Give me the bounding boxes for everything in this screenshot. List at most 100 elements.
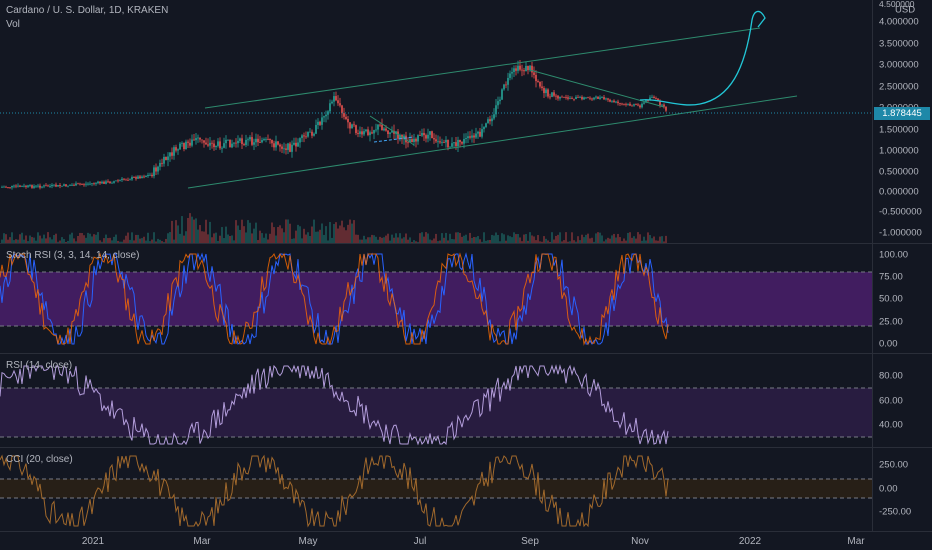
volume-label[interactable]: Vol [6, 19, 20, 30]
cci-pane[interactable]: CCI (20, close) 250.00 0.00 -250.00 [0, 448, 932, 531]
candle [141, 176, 143, 179]
volume-bar [407, 239, 409, 243]
candle [515, 68, 517, 71]
stoch-rsi-pane[interactable]: Stoch RSI (3, 3, 14, 14, close) 100.00 75… [0, 244, 932, 353]
price-axis[interactable]: 4.500000 USD 4.000000 3.500000 3.000000 2.5… [872, 0, 932, 243]
candle [311, 131, 313, 136]
price-chart-area[interactable]: Cardano / U. S. Dollar, 1D, KRAKEN Vol [0, 0, 872, 243]
rsi-label[interactable]: RSI (14, close) [6, 360, 73, 371]
candle [487, 119, 489, 124]
volume-bar [53, 235, 55, 243]
time-axis[interactable]: 2021 Mar May Jul Sep Nov 2022 Mar [0, 532, 932, 550]
candle [613, 100, 615, 103]
candle [421, 132, 423, 136]
volume-bar [35, 240, 37, 243]
candle [403, 135, 405, 140]
upper-channel-line[interactable] [204, 27, 761, 109]
volume-bar [599, 232, 601, 243]
volume-bar [187, 217, 189, 243]
price-chart-svg [0, 10, 872, 243]
candle [85, 183, 87, 185]
candle [511, 72, 513, 74]
wedge-base-line[interactable] [373, 136, 415, 143]
volume-bar [543, 236, 545, 243]
volume-bar [451, 239, 453, 243]
volume-bar [461, 236, 463, 243]
candle [33, 186, 35, 188]
pane-divider[interactable] [0, 353, 932, 354]
projection-curve[interactable] [639, 10, 766, 106]
falling-trend-line[interactable] [529, 69, 665, 108]
candle [151, 174, 153, 177]
lower-channel-line[interactable] [187, 95, 798, 189]
cci-area[interactable]: CCI (20, close) [0, 448, 872, 531]
pane-divider[interactable] [0, 243, 932, 244]
candle [121, 178, 123, 180]
volume-bar [491, 234, 493, 243]
rsi-area[interactable]: RSI (14, close) [0, 354, 872, 447]
volume-bar [399, 233, 401, 243]
rsi-svg [0, 364, 872, 446]
volume-bar [561, 241, 563, 243]
volume-bar [575, 241, 577, 243]
candle [5, 186, 7, 188]
candle [9, 187, 11, 189]
candle [573, 98, 575, 100]
volume-bar [75, 241, 77, 243]
candle [315, 124, 317, 134]
volume-bar [129, 239, 131, 243]
volume-bar [65, 241, 67, 243]
symbol-title[interactable]: Cardano / U. S. Dollar, 1D, KRAKEN [6, 5, 169, 16]
candle [357, 133, 359, 134]
candle [453, 142, 455, 144]
candle [185, 141, 187, 150]
volume-bar [57, 241, 59, 243]
volume-bar [363, 235, 365, 243]
volume-bar [455, 232, 457, 243]
candle [297, 142, 299, 147]
candle [583, 97, 585, 100]
stoch-rsi-axis[interactable]: 100.00 75.00 50.00 25.00 0.00 [872, 244, 932, 353]
volume-bar [527, 240, 529, 243]
candle [541, 86, 543, 89]
volume-bar [293, 238, 295, 243]
cci-axis[interactable]: 250.00 0.00 -250.00 [872, 448, 932, 531]
volume-bar [319, 229, 321, 243]
candle [367, 129, 369, 136]
volume-bar [429, 239, 431, 243]
candle [439, 141, 441, 143]
volume-bar [359, 239, 361, 243]
pane-divider[interactable] [0, 447, 932, 448]
volume-bar [243, 226, 245, 243]
volume-bar [253, 228, 255, 243]
candle [327, 111, 329, 115]
volume-bar [501, 233, 503, 243]
price-pane[interactable]: Cardano / U. S. Dollar, 1D, KRAKEN Vol 4… [0, 0, 932, 243]
candle [345, 116, 347, 120]
volume-bar [39, 235, 41, 243]
rsi-pane[interactable]: RSI (14, close) 80.00 60.00 40.00 [0, 354, 932, 447]
volume-bar [465, 234, 467, 243]
candle [665, 106, 667, 111]
wedge-line[interactable] [369, 115, 415, 146]
candle [3, 186, 5, 188]
candle [587, 97, 589, 99]
candle [427, 134, 429, 139]
candle [155, 167, 157, 172]
stoch-rsi-area[interactable]: Stoch RSI (3, 3, 14, 14, close) [0, 244, 872, 353]
candle [19, 185, 21, 187]
volume-bar [511, 237, 513, 243]
time-axis-label: Sep [521, 536, 539, 547]
candle [623, 103, 625, 105]
volume-bar [483, 232, 485, 243]
volume-bar [79, 232, 81, 243]
volume-bar [615, 237, 617, 243]
candle [359, 131, 361, 134]
rsi-axis[interactable]: 80.00 60.00 40.00 [872, 354, 932, 447]
stoch-rsi-label[interactable]: Stoch RSI (3, 3, 14, 14, close) [6, 250, 140, 261]
cci-label[interactable]: CCI (20, close) [6, 454, 73, 465]
volume-bar [269, 233, 271, 243]
volume-bar [539, 241, 541, 243]
candle [281, 146, 283, 149]
volume-bar [449, 233, 451, 243]
